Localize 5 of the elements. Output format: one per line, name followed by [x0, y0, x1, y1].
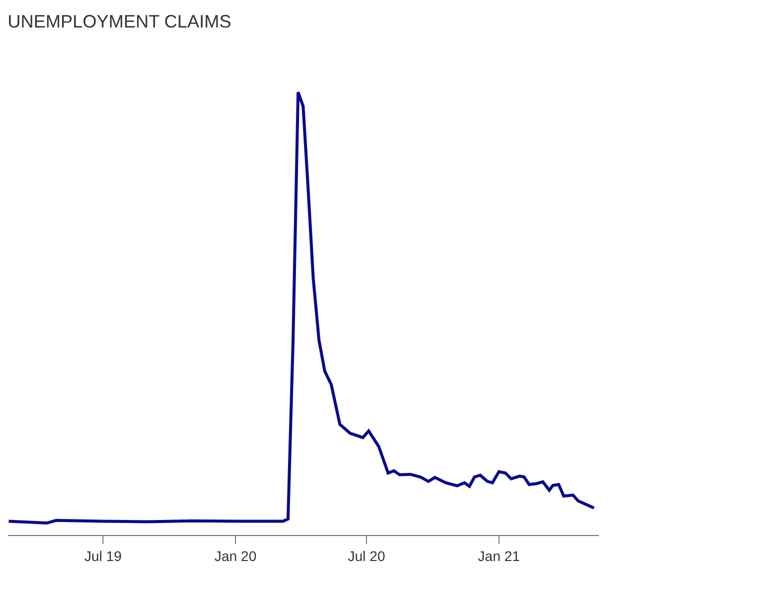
chart-title: UNEMPLOYMENT CLAIMS — [8, 12, 232, 32]
x-tick-label: Jul 19 — [84, 548, 122, 564]
x-tick-label: Jan 21 — [478, 548, 520, 564]
x-tick-label: Jan 20 — [214, 548, 257, 564]
x-tick-label: Jul 20 — [348, 548, 386, 564]
